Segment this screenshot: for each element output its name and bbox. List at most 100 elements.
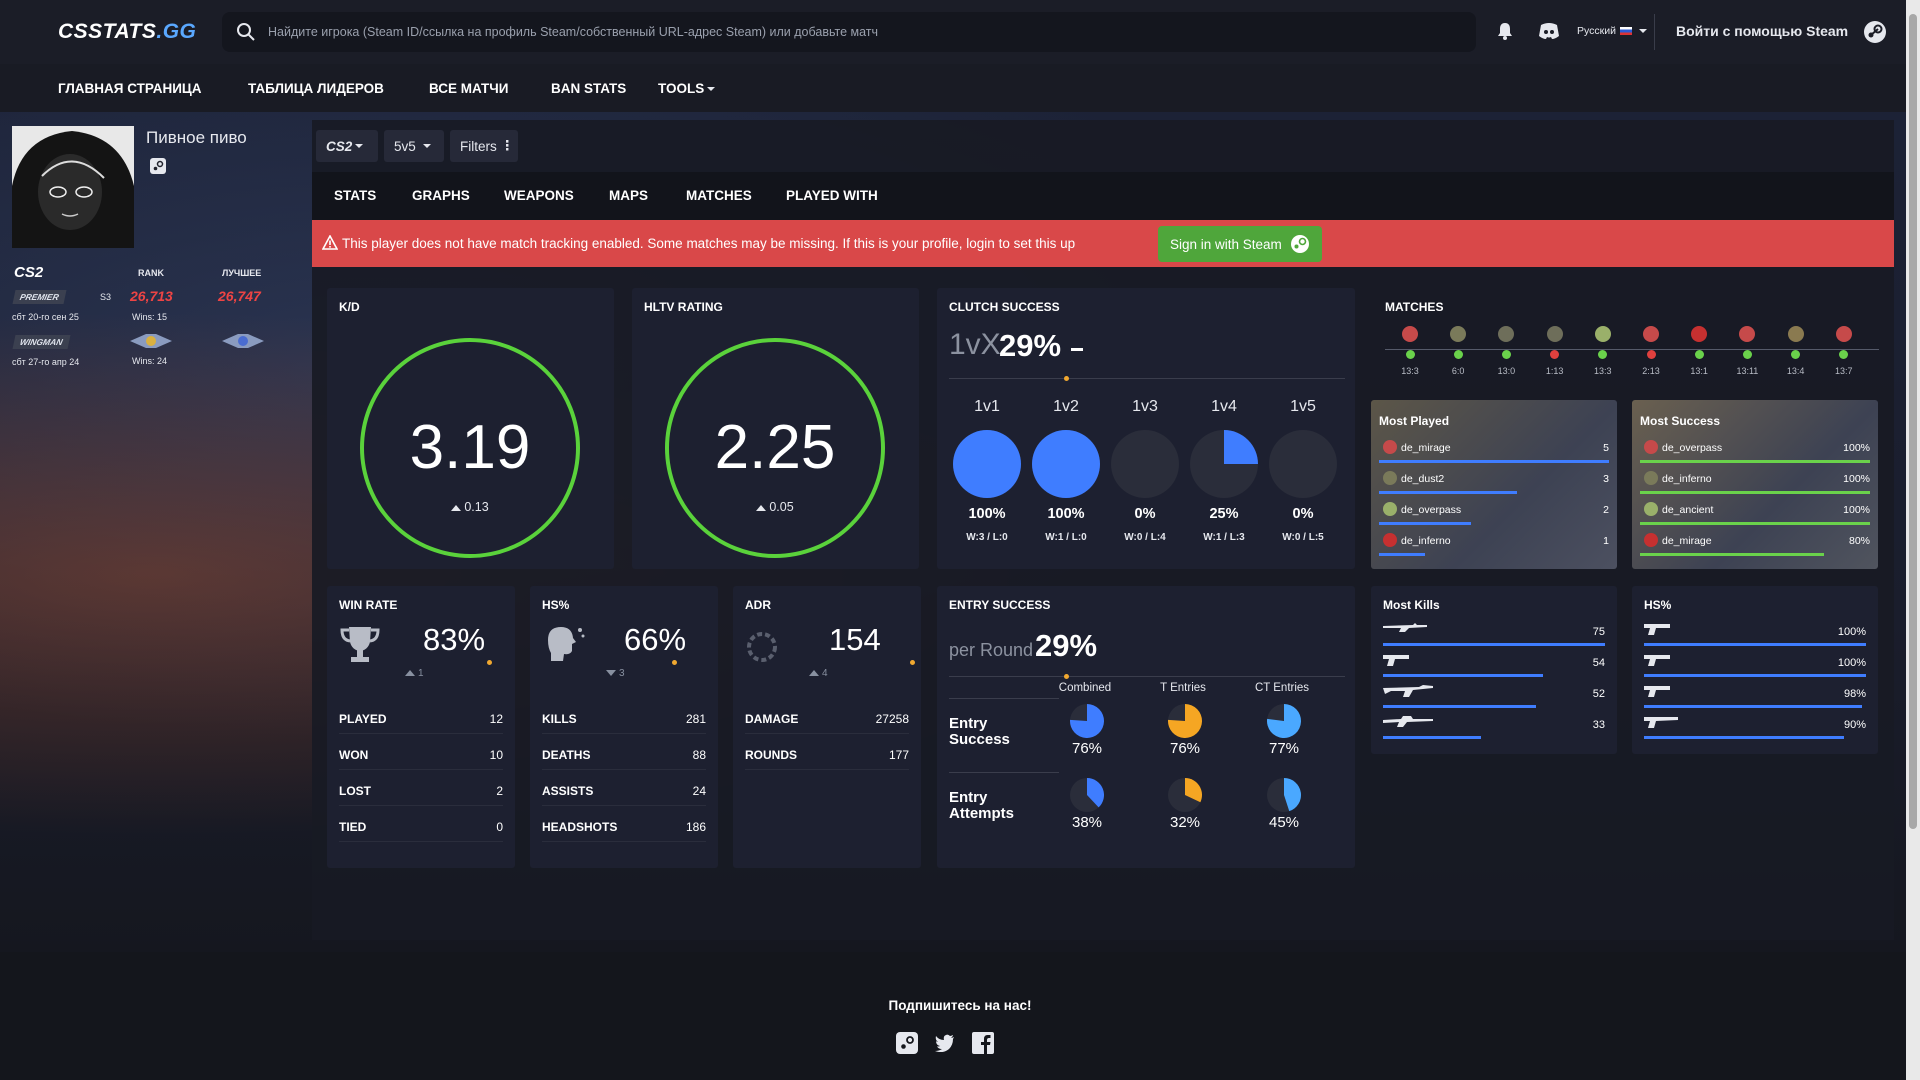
stat-row: PLAYED 12 [339, 704, 503, 734]
mode-select[interactable]: 5v5 [384, 130, 444, 162]
clutch-pct: 100% [1047, 506, 1085, 522]
match-item[interactable]: 1:13 [1540, 326, 1570, 376]
match-item[interactable]: 13:11 [1732, 326, 1762, 376]
page-scrollbar[interactable] [1906, 0, 1920, 1080]
discord-icon[interactable] [1537, 20, 1559, 42]
weapon-value: 98% [1843, 688, 1866, 700]
entry-marker [1064, 674, 1069, 679]
bell-icon[interactable] [1494, 20, 1516, 42]
up-arrow-icon [809, 670, 819, 677]
clutch-card: CLUTCH SUCCESS 1vX 29% 1v1 100% W:3 / L:0 1… [937, 288, 1355, 569]
win-dot [1791, 350, 1801, 359]
facebook-icon[interactable] [972, 1032, 994, 1059]
steam-profile-icon[interactable] [150, 158, 166, 174]
steam-icon[interactable] [896, 1032, 918, 1059]
match-score: 1:13 [1545, 366, 1564, 376]
map-name: de_ancient [1662, 504, 1714, 516]
match-score: 13:4 [1786, 366, 1805, 376]
map-value: 100% [1843, 442, 1870, 454]
twitter-icon[interactable] [935, 1034, 955, 1057]
headshot-icon [542, 624, 586, 669]
tab-maps[interactable]: MAPS [609, 188, 649, 203]
sign-in-steam-button[interactable]: Sign in with Steam [1158, 226, 1322, 262]
map-icon [1383, 533, 1397, 547]
weapon-value: 33 [1592, 719, 1605, 731]
nav-leaderboard[interactable]: ТАБЛИЦА ЛИДЕРОВ [248, 81, 384, 96]
up-arrow-icon [756, 504, 767, 511]
cs2-logo: CS2 [14, 264, 44, 281]
adr-marker [910, 660, 915, 665]
language-selector[interactable]: Русский [1577, 25, 1647, 37]
map-icon [1644, 533, 1658, 547]
map-value: 1 [1603, 535, 1609, 547]
tab-stats[interactable]: STATS [334, 188, 377, 203]
map-icon [1835, 326, 1852, 342]
match-item[interactable]: 13:3 [1588, 326, 1618, 376]
tab-played-with[interactable]: PLAYED WITH [786, 188, 878, 203]
tab-weapons[interactable]: WEAPONS [504, 188, 574, 203]
weapon-bar [1383, 736, 1481, 739]
clutch-label: 1v3 [1132, 398, 1158, 415]
steam-login-button[interactable]: Войти с помощью Steam [1676, 23, 1849, 39]
down-arrow-icon [606, 670, 616, 677]
match-item[interactable]: 2:13 [1636, 326, 1666, 376]
matches-timeline [1385, 349, 1879, 350]
hs-weapons-card: HS% 100% 100% 98% 90% [1632, 586, 1878, 754]
clutch-1v1: 1v1 100% W:3 / L:0 [949, 398, 1025, 543]
stat-label: HEADSHOTS [542, 820, 618, 834]
most-played-title: Most Played [1379, 414, 1450, 428]
wingman-badge: WINGMAN [12, 335, 70, 349]
wingman-best-icon [220, 330, 266, 357]
match-item[interactable]: 6:0 [1443, 326, 1473, 376]
weapon-row: 100% [1644, 651, 1866, 682]
most-played-card: Most Played de_mirage 5 de_dust2 3 de_overpa… [1371, 400, 1617, 569]
weapon-value: 52 [1592, 688, 1605, 700]
kebab-icon: ⋮ [500, 138, 515, 153]
match-item[interactable]: 13:4 [1781, 326, 1811, 376]
nav-all-matches[interactable]: ВСЕ МАТЧИ [429, 81, 509, 96]
hs-weapons-title: HS% [1644, 598, 1672, 612]
most-success-card: Most Success de_overpass 100% de_inferno 10… [1632, 400, 1878, 569]
nav-tools[interactable]: TOOLS [658, 81, 716, 96]
match-item[interactable]: 13:0 [1491, 326, 1521, 376]
kd-ring: 3.19 0.13 [360, 338, 580, 558]
nav-ban-stats[interactable]: BAN STATS [551, 81, 627, 96]
most-kills-title: Most Kills [1383, 598, 1440, 612]
main-nav: ГЛАВНАЯ СТРАНИЦА ТАБЛИЦА ЛИДЕРОВ ВСЕ МАТ… [0, 64, 1920, 112]
nav-home[interactable]: ГЛАВНАЯ СТРАНИЦА [58, 81, 202, 96]
stat-label: ASSISTS [542, 784, 594, 798]
winrate-change: 1 [418, 668, 424, 679]
site-logo[interactable]: CSSTATS.GG [58, 20, 197, 43]
clutch-marker [1064, 376, 1069, 381]
hltv-change: 0.05 [769, 500, 794, 514]
match-item[interactable]: 13:3 [1395, 326, 1425, 376]
hs-title: HS% [542, 598, 570, 612]
match-item[interactable]: 13:1 [1684, 326, 1714, 376]
map-row: de_inferno 1 [1379, 529, 1609, 559]
map-bar [1379, 522, 1471, 525]
search-input[interactable] [256, 25, 1476, 39]
stat-row: ASSISTS 24 [542, 776, 706, 806]
clutch-prefix: 1vX [949, 328, 1001, 361]
game-select[interactable]: CS2 [316, 130, 378, 162]
weapon-bar [1383, 705, 1537, 708]
map-name: de_inferno [1662, 473, 1712, 485]
win-dot [1839, 350, 1849, 359]
wingman-rank-icon [128, 330, 174, 357]
filter-bar: CS2 5v5 Filters ⋮ [312, 120, 1894, 170]
map-bar [1640, 491, 1870, 494]
tab-matches[interactable]: MATCHES [686, 188, 752, 203]
tab-graphs[interactable]: GRAPHS [412, 188, 470, 203]
match-item[interactable]: 13:7 [1829, 326, 1859, 376]
win-dot [1742, 350, 1752, 359]
up-arrow-icon [451, 504, 462, 511]
filters-button[interactable]: Filters ⋮ [450, 130, 518, 162]
map-icon [1402, 326, 1418, 342]
steam-icon[interactable] [1863, 20, 1886, 43]
clutch-wl: W:1 / L:0 [1045, 532, 1087, 543]
map-value: 100% [1843, 504, 1870, 516]
scrollbar-thumb[interactable] [1909, 14, 1917, 829]
premier-date: сбт 20-го сен 25 [12, 312, 79, 322]
weapon-value: 90% [1843, 719, 1866, 731]
stat-value: 0 [496, 820, 503, 834]
